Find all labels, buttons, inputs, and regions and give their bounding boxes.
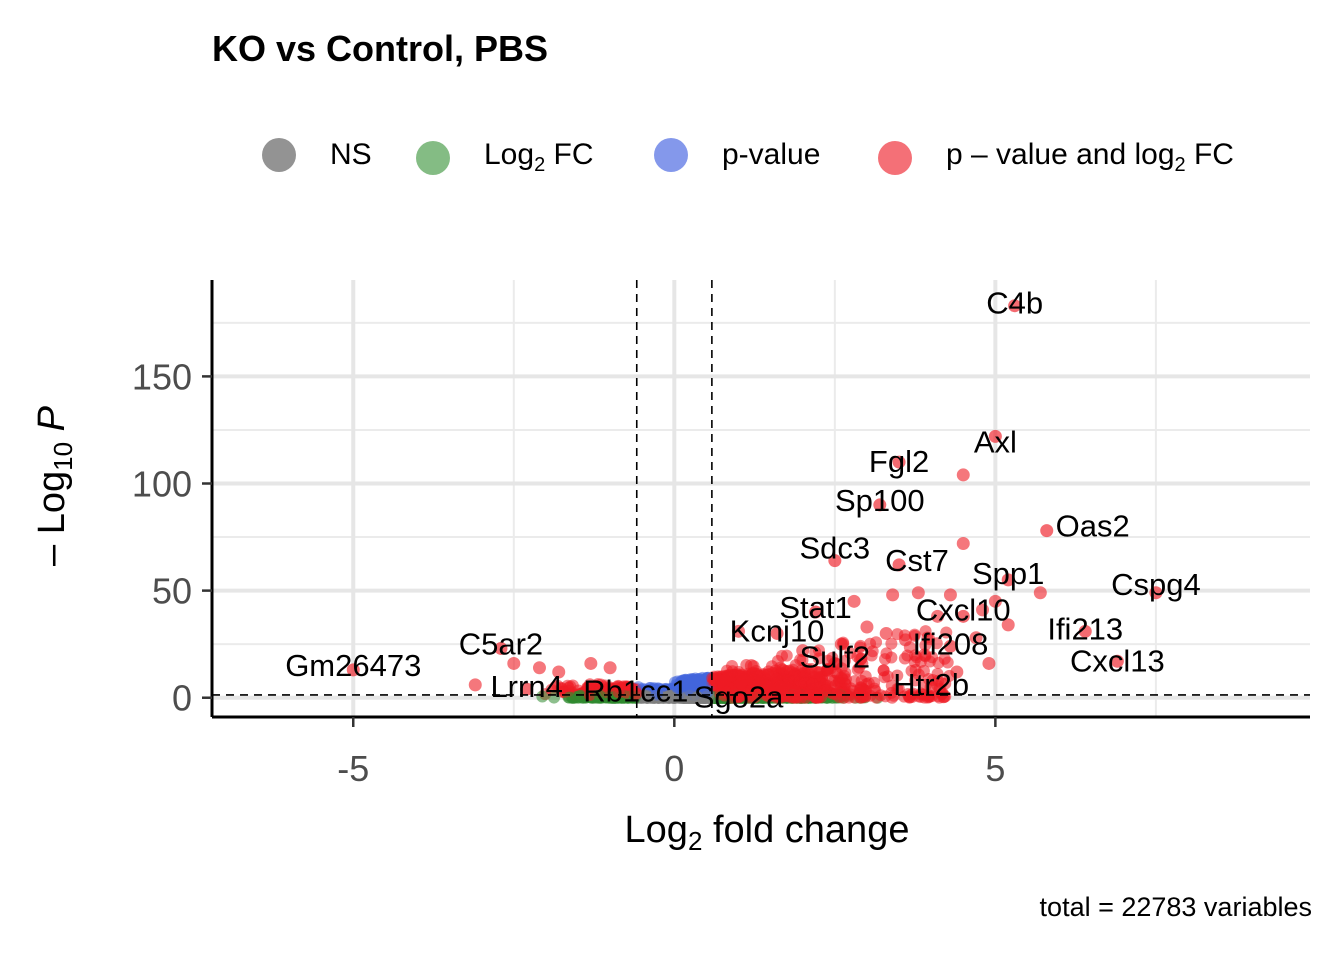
gene-label: Oas2	[1056, 509, 1130, 544]
gene-label: Fgl2	[869, 444, 929, 479]
y-axis-title: – Log10 P	[31, 405, 78, 566]
highlighted-point	[898, 633, 912, 647]
gene-label: Sulf2	[800, 639, 871, 674]
data-point	[868, 682, 881, 695]
gene-label: Rb1cc1	[583, 673, 688, 708]
data-point	[780, 649, 793, 662]
gene-label: Cxcl13	[1070, 643, 1165, 678]
data-point	[854, 681, 867, 694]
legend-label-both: p – value and log2 FC	[946, 138, 1234, 176]
gene-label: Cspg4	[1111, 567, 1201, 602]
caption: total = 22783 variables	[1039, 892, 1312, 922]
gene-label: Spp1	[972, 556, 1044, 591]
x-tick-label: -5	[337, 748, 369, 789]
highlighted-point	[886, 588, 900, 602]
highlighted-point	[603, 661, 617, 675]
labeled-point	[1040, 524, 1054, 538]
data-point	[880, 647, 893, 660]
chart-title: KO vs Control, PBS	[212, 28, 549, 69]
legend-item-ns: NS	[262, 138, 372, 172]
data-point	[806, 677, 819, 690]
gene-label: Axl	[974, 424, 1017, 459]
highlighted-point	[879, 626, 893, 640]
x-axis-title: Log2 fold change	[625, 809, 910, 856]
highlighted-point	[744, 659, 758, 673]
gene-label: C4b	[986, 286, 1043, 321]
gene-label: Cxcl10	[916, 592, 1011, 627]
highlighted-point	[956, 536, 970, 550]
gene-label: Gm26473	[285, 648, 421, 683]
gene-label: Sp100	[835, 483, 925, 518]
gene-label: Htr2b	[893, 667, 969, 702]
legend-swatch-pvalue	[654, 138, 688, 172]
legend-label-ns: NS	[330, 138, 372, 171]
data-point	[777, 664, 790, 677]
y-tick-label: 150	[132, 356, 192, 397]
legend-swatch-log2fc	[416, 140, 450, 175]
x-tick-label: 0	[664, 748, 684, 789]
legend-swatch-ns	[262, 138, 296, 172]
gene-label: C5ar2	[459, 626, 543, 661]
gene-label: Cst7	[885, 543, 949, 578]
data-point	[563, 691, 576, 704]
legend-swatch-both	[878, 140, 912, 175]
grid-minor	[212, 280, 1310, 717]
highlighted-point	[860, 620, 874, 634]
legend-item-both: p – value and log2 FC	[878, 138, 1234, 177]
gene-label: Ifi208	[912, 626, 988, 661]
legend-item-pvalue: p-value	[654, 138, 820, 172]
legend-label-pvalue: p-value	[722, 138, 821, 171]
highlighted-point	[468, 678, 482, 692]
y-tick-label: 100	[132, 464, 192, 505]
legend-item-log2fc: Log2 FC	[416, 138, 594, 177]
data-point	[833, 690, 846, 703]
legend-label-log2fc: Log2 FC	[484, 138, 594, 176]
y-tick-label: 50	[152, 571, 192, 612]
highlighted-point	[956, 468, 970, 482]
gene-label: Ifi213	[1047, 611, 1123, 646]
grid-major	[212, 280, 1310, 717]
data-point	[878, 671, 891, 684]
y-tick-label: 0	[172, 678, 192, 719]
highlighted-point	[584, 656, 598, 670]
gene-label: Sdc3	[800, 531, 871, 566]
data-point	[536, 690, 549, 703]
legend: NS Log2 FC p-value p – value and log2 FC	[262, 138, 1332, 188]
gene-label: Lrrn4	[490, 669, 562, 704]
x-tick-label: 5	[985, 748, 1005, 789]
data-point	[721, 664, 734, 677]
gene-label: Sgo2a	[694, 680, 784, 715]
